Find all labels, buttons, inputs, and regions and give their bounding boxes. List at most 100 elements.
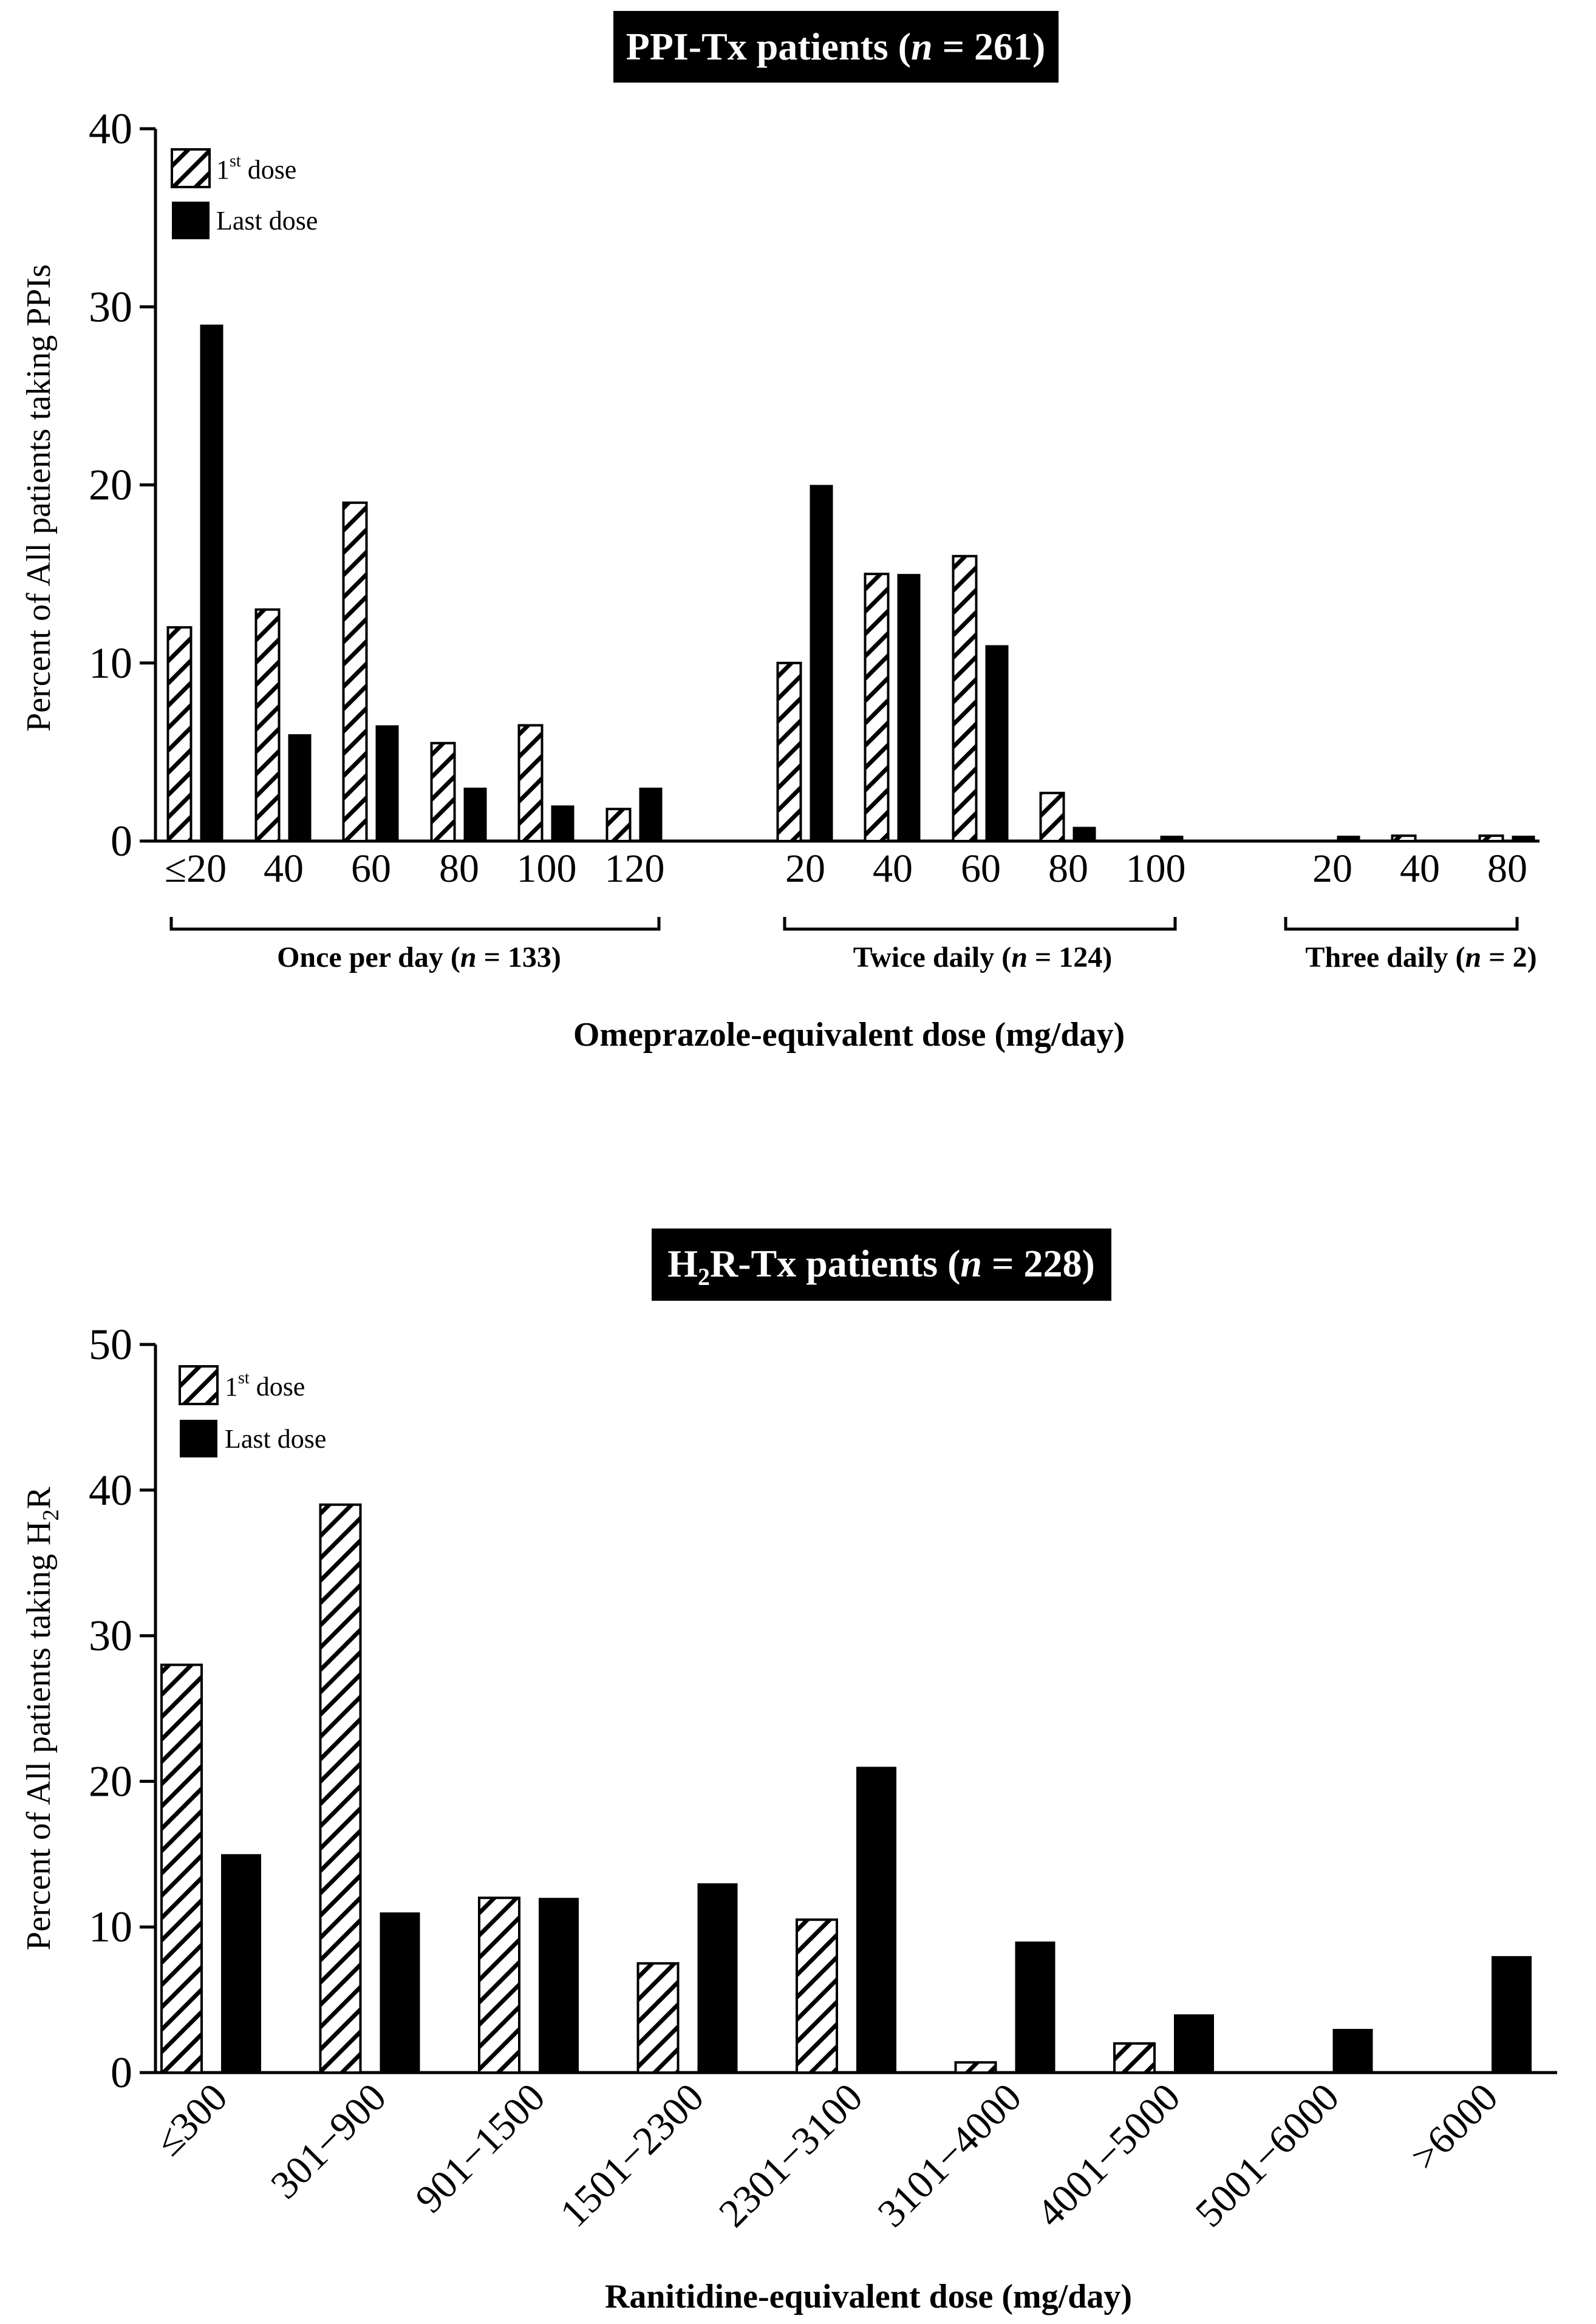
h2r-bar-first-dose: [954, 2061, 997, 2074]
bracket-twice-daily: [783, 917, 1177, 931]
ppi-x-tick-label: 100: [517, 847, 577, 891]
ppi-bar-first-dose: [166, 626, 193, 842]
ppi-x-tick-labels: ≤20 40 60 80 100 120 20 40 60 80 100 20 40 80: [165, 847, 1527, 891]
ppi-bar-first-dose: [776, 661, 802, 842]
h2r-y-tick-label: 10: [89, 1903, 132, 1951]
ppi-title-box: [613, 11, 1059, 83]
h2r-bar-last-dose: [1492, 1956, 1532, 2073]
ppi-bar-last-dose: [375, 725, 399, 841]
ppi-bar-last-dose: [1160, 836, 1184, 841]
h2r-legend-first-swatch: [179, 1365, 219, 1405]
ppi-x-tick-label: 80: [1487, 847, 1527, 891]
h2r-bar-last-dose: [539, 1898, 579, 2073]
h2r-bar-last-dose: [697, 1883, 738, 2073]
h2r-x-tick-label: >6000: [1402, 2075, 1506, 2179]
h2r-title: H2R-Tx patients (n = 228): [667, 1242, 1095, 1290]
ppi-y-tick-label: 30: [89, 282, 132, 331]
h2r-bar-last-dose: [221, 1854, 261, 2073]
h2r-y-tick-label: 40: [89, 1466, 132, 1515]
ppi-bar-first-dose: [254, 608, 281, 843]
h2r-x-tick-label: 1501−2300: [551, 2075, 712, 2236]
ppi-title: PPI-Tx patients (n = 261): [626, 25, 1046, 68]
h2r-x-tick-label: 3101−4000: [869, 2075, 1030, 2236]
h2r-x-axis-label: Ranitidine-equivalent dose (mg/day): [605, 2278, 1132, 2315]
h2r-bar-last-dose: [1015, 1941, 1055, 2073]
h2r-bars: [160, 1503, 1532, 2074]
ppi-bar-first-dose: [342, 501, 368, 842]
h2r-bar-first-dose: [636, 1962, 680, 2074]
group-label-once-per-day: Once per day (n = 133): [277, 941, 561, 973]
ppi-y-tick-label: 10: [89, 639, 132, 687]
ppi-x-tick-label: 100: [1126, 847, 1186, 891]
ppi-x-tick-label: 60: [351, 847, 391, 891]
h2r-y-tick-label: 50: [89, 1320, 132, 1369]
ppi-bar-last-dose: [810, 485, 833, 841]
ppi-y-tick-label: 40: [89, 104, 132, 153]
ppi-x-tick-label: 40: [873, 847, 913, 891]
h2r-legend-last-swatch: [180, 1420, 217, 1457]
h2r-chart: H2R-Tx patients (n = 228) Percent of All…: [20, 1228, 1557, 2315]
h2r-bar-first-dose: [319, 1503, 362, 2074]
ppi-bar-first-dose: [605, 808, 632, 842]
h2r-x-tick-label: 901−1500: [407, 2075, 553, 2221]
ppi-x-tick-label: 40: [1400, 847, 1440, 891]
h2r-x-tick-label: 301−900: [262, 2075, 395, 2207]
ppi-legend-last-label: Last dose: [216, 206, 318, 236]
h2r-legend-first-label: 1st dose: [225, 1369, 305, 1402]
group-label-twice-daily: Twice daily (n = 124): [853, 941, 1112, 973]
ppi-x-tick-label: 120: [605, 847, 665, 891]
h2r-bar-first-dose: [796, 1918, 838, 2074]
ppi-bar-last-dose: [639, 788, 663, 841]
ppi-y-tick-label: 0: [111, 817, 132, 865]
ppi-x-tick-label: 60: [961, 847, 1001, 891]
ppi-x-tick-label: 80: [439, 847, 479, 891]
ppi-bar-last-dose: [551, 805, 575, 841]
h2r-bar-first-dose: [160, 1663, 203, 2074]
h2r-bar-last-dose: [1332, 2029, 1373, 2073]
h2r-bar-last-dose: [380, 1912, 420, 2073]
ppi-bar-last-dose: [985, 645, 1009, 841]
h2r-x-tick-label: 4001−5000: [1028, 2075, 1189, 2236]
ppi-bar-first-dose: [430, 741, 456, 843]
ppi-bar-last-dose: [897, 574, 921, 841]
h2r-bar-first-dose: [1113, 2042, 1156, 2074]
ppi-bar-last-dose: [1512, 836, 1535, 841]
ppi-bar-last-dose: [200, 324, 223, 841]
h2r-bar-last-dose: [856, 1767, 896, 2073]
ppi-bars: [166, 324, 1535, 843]
h2r-x-tick-label: 2301−3100: [711, 2075, 871, 2236]
h2r-y-ticks: 0 10 20 30 40 50: [89, 1320, 155, 2097]
ppi-bar-last-dose: [463, 788, 487, 841]
group-label-three-daily: Three daily (n = 2): [1305, 941, 1536, 973]
h2r-bar-first-dose: [478, 1896, 520, 2074]
h2r-y-axis-label: Percent of All patients taking H2R: [20, 1486, 64, 1951]
ppi-x-tick-label: 20: [785, 847, 825, 891]
ppi-bar-first-dose: [1391, 834, 1417, 843]
ppi-legend-first-swatch: [171, 148, 211, 188]
ppi-chart: PPI-Tx patients (n = 261) Percent of All…: [20, 11, 1540, 1054]
h2r-bar-last-dose: [1174, 2014, 1214, 2073]
h2r-y-tick-label: 30: [89, 1612, 132, 1660]
h2r-y-tick-label: 0: [111, 2048, 132, 2097]
ppi-x-tick-label: 40: [264, 847, 304, 891]
ppi-bar-first-dose: [864, 573, 890, 842]
ppi-x-tick-label: 80: [1048, 847, 1088, 891]
bracket-three-daily: [1284, 917, 1519, 931]
ppi-bar-first-dose: [1039, 791, 1065, 843]
h2r-title-box: [652, 1228, 1111, 1301]
ppi-x-tick-label: 20: [1312, 847, 1352, 891]
ppi-legend-last-swatch: [172, 202, 210, 239]
ppi-bar-last-dose: [1337, 836, 1360, 841]
ppi-y-tick-label: 20: [89, 461, 132, 509]
h2r-x-tick-labels: ≤300 301−900 901−15001501−23002301−3100310…: [146, 2075, 1506, 2236]
ppi-x-tick-label: ≤20: [165, 847, 227, 891]
ppi-x-axis-label: Omeprazole-equivalent dose (mg/day): [573, 1016, 1125, 1054]
h2r-y-tick-label: 20: [89, 1757, 132, 1805]
ppi-legend-first-label: 1st dose: [216, 152, 296, 185]
ppi-y-ticks: 0 10 20 30 40: [89, 104, 155, 865]
bracket-once-per-day: [169, 917, 661, 931]
h2r-x-tick-label: ≤300: [146, 2075, 236, 2164]
ppi-bar-first-dose: [1478, 834, 1504, 843]
